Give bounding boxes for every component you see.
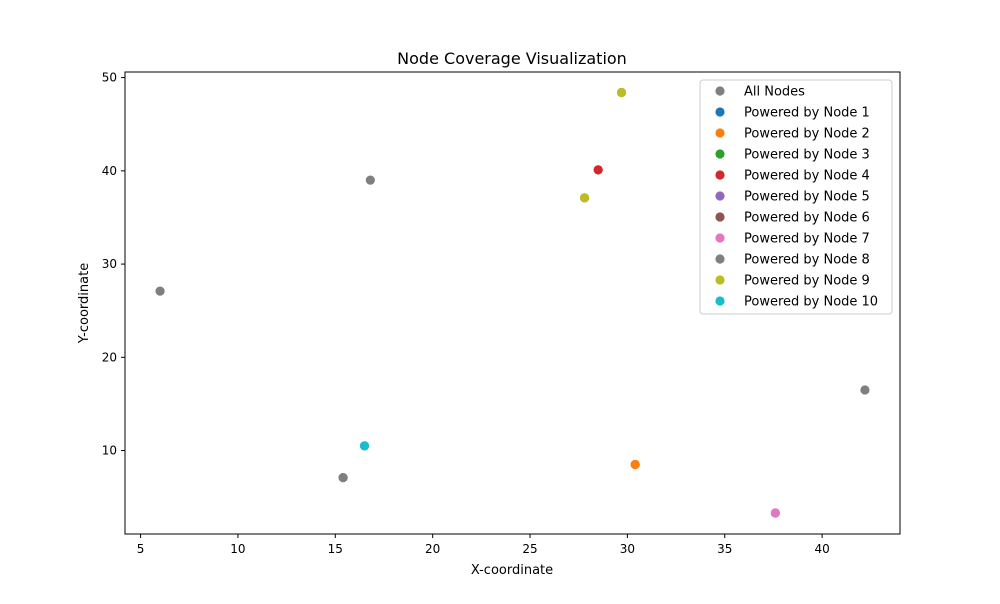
legend: All Nodes Powered by Node 1 Powered by Nod… [699, 79, 893, 315]
data-point-series-7 [770, 508, 780, 518]
y-axis-label: Y-coordinate [77, 263, 92, 344]
x-tick-label: 25 [522, 542, 537, 556]
legend-entry: Powered by Node 2 [744, 127, 870, 142]
y-axis: 10 20 30 40 50 [102, 71, 125, 458]
legend-entry: All Nodes [744, 85, 805, 100]
data-point-series-9 [579, 193, 590, 203]
legend-marker [715, 170, 725, 180]
y-tick-label: 40 [102, 164, 117, 178]
legend-marker [715, 86, 725, 96]
legend-box [699, 79, 893, 315]
x-axis: 5 10 15 20 25 30 35 40 [137, 534, 830, 556]
x-tick-label: 5 [137, 542, 145, 556]
data-point-series-0 [155, 286, 165, 296]
legend-marker [715, 212, 725, 222]
plot-area [155, 87, 870, 518]
legend-marker [715, 191, 725, 201]
y-tick-label: 20 [102, 350, 117, 364]
legend-entry: Powered by Node 10 [744, 295, 878, 310]
data-point-series-0 [365, 175, 375, 185]
legend-marker [715, 254, 725, 264]
y-tick-label: 10 [102, 444, 117, 458]
y-tick-label: 30 [102, 257, 117, 271]
x-tick-label: 35 [717, 542, 732, 556]
data-point-series-4 [593, 165, 603, 175]
legend-entry: Powered by Node 9 [744, 274, 870, 289]
legend-marker [715, 275, 725, 285]
legend-marker [715, 128, 725, 138]
x-tick-label: 10 [230, 542, 245, 556]
data-point-series-0 [860, 385, 870, 395]
x-tick-label: 20 [425, 542, 440, 556]
legend-entry: Powered by Node 4 [744, 169, 870, 184]
data-point-series-10 [359, 441, 370, 451]
legend-marker [715, 149, 725, 159]
legend-entry: Powered by Node 1 [744, 106, 870, 121]
legend-marker [715, 233, 725, 243]
legend-entry: Powered by Node 3 [744, 148, 870, 163]
legend-marker [715, 107, 725, 117]
x-axis-label: X-coordinate [471, 563, 553, 578]
legend-entry: Powered by Node 5 [744, 190, 870, 205]
legend-entry: Powered by Node 6 [744, 211, 870, 226]
y-tick-label: 50 [102, 71, 117, 85]
x-tick-label: 15 [328, 542, 343, 556]
data-point-series-8 [338, 472, 348, 483]
legend-entry: Powered by Node 8 [744, 253, 870, 268]
data-point-series-2 [630, 459, 640, 470]
legend-entry: Powered by Node 7 [744, 232, 870, 247]
legend-marker [715, 296, 725, 306]
x-tick-label: 40 [814, 542, 829, 556]
chart-title: Node Coverage Visualization [397, 49, 627, 68]
data-point-series-9 [616, 87, 627, 98]
x-tick-label: 30 [620, 542, 635, 556]
axes-frame [124, 71, 901, 535]
